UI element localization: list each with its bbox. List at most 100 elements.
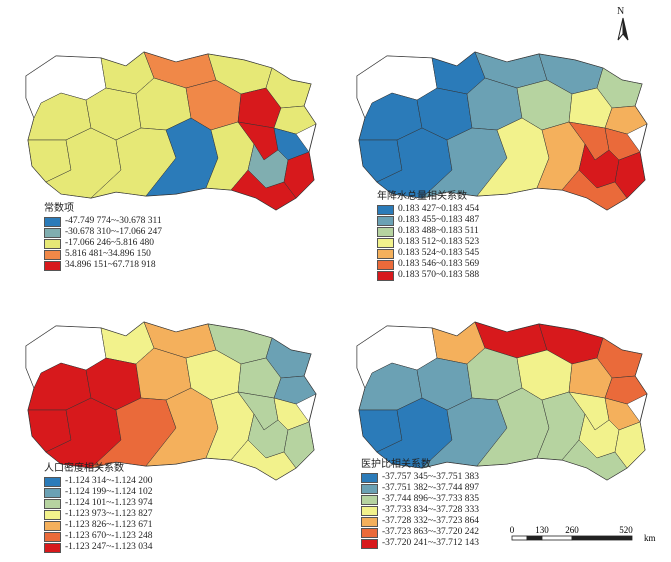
legend-label: -1.123 247~-1.123 034: [65, 542, 153, 552]
legend-title: 人口密度相关系数: [44, 463, 124, 474]
legend-swatch: [44, 216, 61, 227]
legend-nurse-ratio: 医护比相关系数 -37.757 345~-37.751 383 -37.751 3…: [361, 459, 479, 549]
legend-title: 医护比相关系数: [361, 459, 431, 470]
legend-item: 0.183 455~0.183 487: [377, 215, 479, 226]
legend-swatch: [44, 542, 61, 553]
legend-item: -37.757 345~-37.751 383: [361, 472, 479, 483]
map-panel-1: [25, 51, 317, 211]
legend-swatch: [44, 498, 61, 509]
legend-swatch: [361, 516, 378, 527]
legend-swatch: [44, 531, 61, 542]
legend-swatch: [377, 248, 394, 259]
legend-swatch: [361, 472, 378, 483]
legend-swatch: [361, 527, 378, 538]
legend-label: -37.733 834~-37.728 333: [382, 505, 479, 515]
legend-item: -1.123 973~-1.123 827: [44, 509, 152, 520]
legend-item: -30.678 310~-17.066 247: [44, 227, 162, 238]
legend-swatch: [377, 226, 394, 237]
legend-swatch: [44, 249, 61, 260]
legend-label: -37.720 241~-37.712 143: [382, 538, 479, 548]
legend-label: -1.123 826~-1.123 671: [65, 520, 153, 530]
legend-label: -1.124 314~-1.124 200: [65, 476, 153, 486]
legend-label: -37.744 896~-37.733 835: [382, 494, 479, 504]
legend-label: -1.124 199~-1.124 102: [65, 487, 153, 497]
legend-item: -1.124 314~-1.124 200: [44, 476, 152, 487]
county-region: [230, 169, 297, 211]
legend-item: 0.183 546~0.183 569: [377, 259, 479, 270]
legend-label: -1.123 670~-1.123 248: [65, 531, 153, 541]
scale-bar: 0 130 260 520 km: [506, 524, 656, 548]
legend-label: -17.066 246~5.816 480: [65, 238, 155, 248]
legend-item: 0.183 524~0.183 545: [377, 248, 479, 259]
legend-swatch: [361, 483, 378, 494]
legend-label: 0.183 427~0.183 454: [398, 204, 480, 214]
legend-label: 0.183 524~0.183 545: [398, 248, 480, 258]
legend-label: -1.124 101~-1.123 974: [65, 498, 153, 508]
legend-label: -37.757 345~-37.751 383: [382, 472, 479, 482]
scale-unit: km: [644, 533, 656, 543]
north-label: N: [617, 6, 625, 17]
legend-swatch: [44, 520, 61, 531]
legend-swatch: [44, 260, 61, 271]
county-region: [614, 151, 646, 199]
legend-item: -37.751 382~-37.744 897: [361, 483, 479, 494]
legend-swatch: [44, 476, 61, 487]
legend-item: -17.066 246~5.816 480: [44, 238, 162, 249]
legend-label: 0.183 570~0.183 588: [398, 270, 480, 280]
county-region: [561, 439, 628, 481]
legend-item: 0.183 570~0.183 588: [377, 270, 479, 281]
legend-item: -37.733 834~-37.728 333: [361, 505, 479, 516]
legend-label: -37.751 382~-37.744 897: [382, 483, 479, 493]
legend-constant-term: 常数项 -47.749 774~-30.678 311 -30.678 310~-…: [44, 203, 162, 271]
legend-swatch: [377, 259, 394, 270]
north-arrow: N: [611, 6, 635, 44]
county-region: [283, 421, 315, 469]
legend-swatch: [44, 487, 61, 498]
county-region: [604, 375, 648, 405]
legend-label: 0.183 512~0.183 523: [398, 237, 480, 247]
map-panel-2: [356, 51, 648, 211]
legend-label: -47.749 774~-30.678 311: [65, 216, 162, 226]
county-region: [230, 439, 297, 481]
legend-label: 0.183 546~0.183 569: [398, 259, 480, 269]
county-region: [273, 105, 317, 135]
legend-label: 5.816 481~34.896 150: [65, 249, 151, 259]
legend-item: -47.749 774~-30.678 311: [44, 216, 162, 227]
legend-swatch: [377, 204, 394, 215]
county-region: [614, 421, 646, 469]
legend-label: -30.678 310~-17.066 247: [65, 227, 162, 237]
legend-label: -37.723 863~-37.720 242: [382, 527, 479, 537]
legend-population-density: 人口密度相关系数 -1.124 314~-1.124 200 -1.124 199…: [44, 463, 152, 553]
legend-item: -37.720 241~-37.712 143: [361, 538, 479, 549]
scale-tick: 0: [510, 525, 515, 535]
legend-precipitation: 年降水总量相关系数 0.183 427~0.183 454 0.183 455~0…: [377, 191, 479, 281]
legend-item: -1.123 670~-1.123 248: [44, 531, 152, 542]
legend-item: 5.816 481~34.896 150: [44, 249, 162, 260]
legend-swatch: [361, 538, 378, 549]
legend-swatch: [44, 509, 61, 520]
legend-item: 0.183 512~0.183 523: [377, 237, 479, 248]
map-panel-3: [25, 321, 317, 481]
legend-swatch: [377, 215, 394, 226]
legend-item: -1.124 101~-1.123 974: [44, 498, 152, 509]
county-region: [283, 151, 315, 199]
legend-item: -37.728 332~-37.723 864: [361, 516, 479, 527]
map-panel-4: [356, 321, 648, 481]
legend-label: -1.123 973~-1.123 827: [65, 509, 153, 519]
legend-swatch: [44, 238, 61, 249]
legend-item: 0.183 427~0.183 454: [377, 204, 479, 215]
legend-label: 0.183 455~0.183 487: [398, 215, 480, 225]
legend-item: -1.123 247~-1.123 034: [44, 542, 152, 553]
legend-label: 0.183 488~0.183 511: [398, 226, 479, 236]
legend-label: -37.728 332~-37.723 864: [382, 516, 479, 526]
legend-swatch: [377, 237, 394, 248]
legend-item: -1.123 826~-1.123 671: [44, 520, 152, 531]
legend-item: -37.723 863~-37.720 242: [361, 527, 479, 538]
legend-item: -37.744 896~-37.733 835: [361, 494, 479, 505]
legend-item: -1.124 199~-1.124 102: [44, 487, 152, 498]
legend-label: 34.896 151~67.718 918: [65, 260, 156, 270]
scale-tick: 130: [535, 525, 549, 535]
county-region: [273, 375, 317, 405]
legend-swatch: [361, 494, 378, 505]
